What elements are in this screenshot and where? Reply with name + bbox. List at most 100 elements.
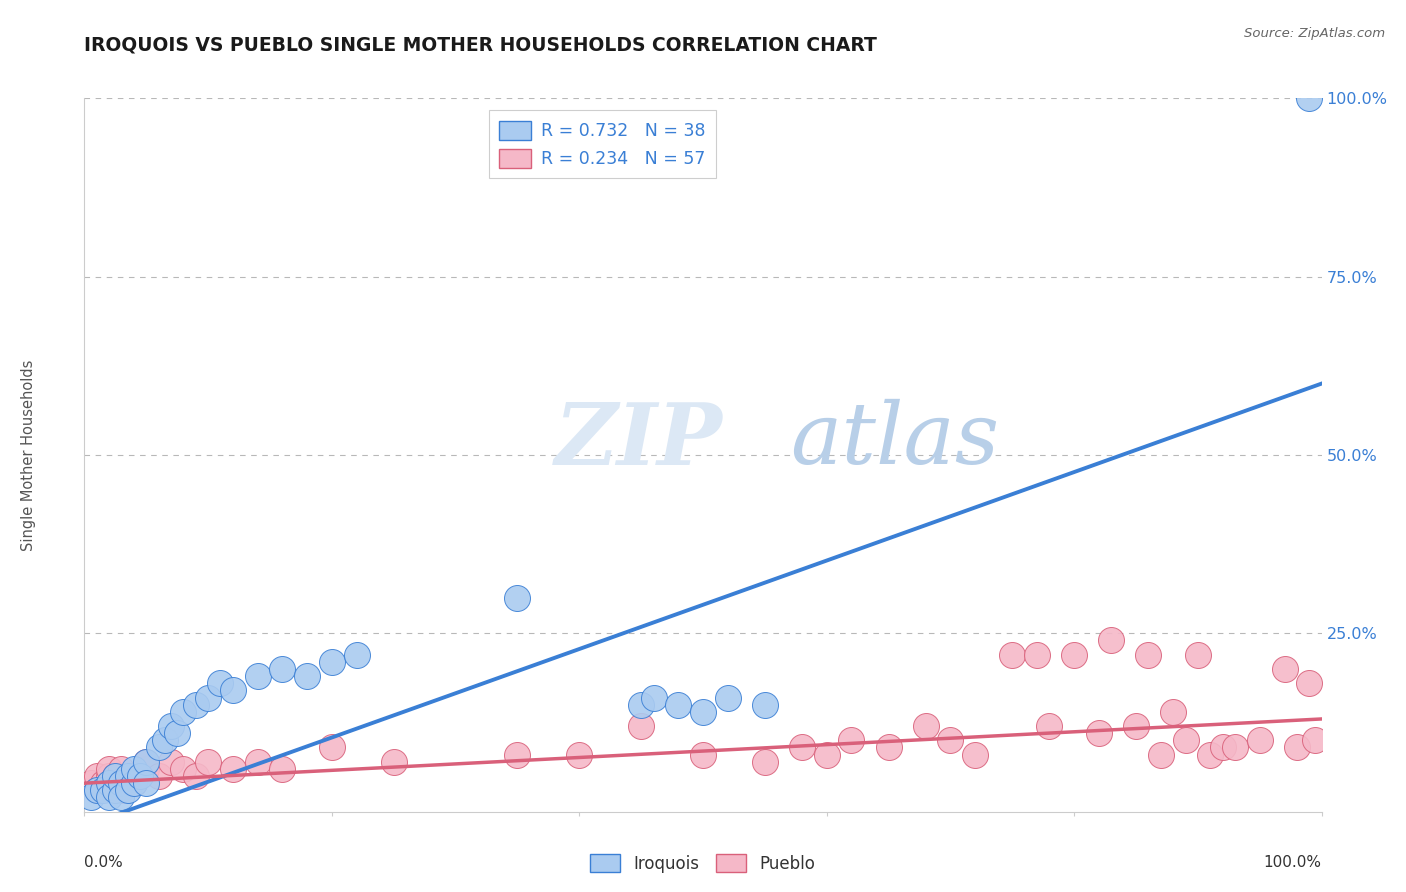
Point	[246, 755, 269, 769]
Point	[321, 655, 343, 669]
Point	[1199, 747, 1222, 762]
Point	[117, 783, 139, 797]
Point	[104, 769, 127, 783]
Point	[160, 755, 183, 769]
Point	[1274, 662, 1296, 676]
Point	[965, 747, 987, 762]
Point	[104, 776, 127, 790]
Point	[568, 747, 591, 762]
Point	[122, 769, 145, 783]
Point	[1150, 747, 1173, 762]
Text: Source: ZipAtlas.com: Source: ZipAtlas.com	[1244, 27, 1385, 40]
Point	[91, 783, 114, 797]
Point	[1125, 719, 1147, 733]
Point	[184, 769, 207, 783]
Point	[222, 762, 245, 776]
Point	[1026, 648, 1049, 662]
Point	[717, 690, 740, 705]
Point	[692, 705, 714, 719]
Point	[1249, 733, 1271, 747]
Point	[86, 769, 108, 783]
Point	[1137, 648, 1160, 662]
Point	[197, 755, 219, 769]
Point	[1305, 733, 1327, 747]
Point	[1001, 648, 1024, 662]
Point	[104, 783, 127, 797]
Point	[209, 676, 232, 690]
Point	[129, 769, 152, 783]
Point	[321, 740, 343, 755]
Point	[1187, 648, 1209, 662]
Point	[166, 726, 188, 740]
Point	[271, 662, 294, 676]
Point	[692, 747, 714, 762]
Point	[1174, 733, 1197, 747]
Point	[110, 783, 132, 797]
Point	[98, 790, 121, 805]
Point	[104, 769, 127, 783]
Point	[877, 740, 900, 755]
Point	[246, 669, 269, 683]
Text: ZIP: ZIP	[554, 399, 723, 483]
Point	[630, 698, 652, 712]
Point	[91, 776, 114, 790]
Point	[841, 733, 863, 747]
Point	[630, 719, 652, 733]
Point	[79, 790, 101, 805]
Point	[79, 776, 101, 790]
Point	[222, 683, 245, 698]
Point	[382, 755, 405, 769]
Point	[754, 755, 776, 769]
Point	[160, 719, 183, 733]
Legend: Iroquois, Pueblo: Iroquois, Pueblo	[583, 847, 823, 880]
Point	[172, 762, 194, 776]
Point	[122, 762, 145, 776]
Point	[172, 705, 194, 719]
Point	[122, 776, 145, 790]
Point	[643, 690, 665, 705]
Point	[184, 698, 207, 712]
Point	[346, 648, 368, 662]
Point	[1063, 648, 1085, 662]
Point	[1285, 740, 1308, 755]
Point	[110, 776, 132, 790]
Point	[117, 776, 139, 790]
Point	[148, 769, 170, 783]
Point	[135, 755, 157, 769]
Text: 0.0%: 0.0%	[84, 855, 124, 870]
Point	[939, 733, 962, 747]
Point	[1298, 676, 1320, 690]
Point	[110, 762, 132, 776]
Point	[1038, 719, 1060, 733]
Point	[1088, 726, 1111, 740]
Point	[1298, 91, 1320, 105]
Point	[271, 762, 294, 776]
Point	[790, 740, 813, 755]
Point	[197, 690, 219, 705]
Point	[86, 783, 108, 797]
Point	[135, 755, 157, 769]
Point	[815, 747, 838, 762]
Text: 100.0%: 100.0%	[1264, 855, 1322, 870]
Legend: R = 0.732   N = 38, R = 0.234   N = 57: R = 0.732 N = 38, R = 0.234 N = 57	[489, 111, 716, 178]
Point	[98, 762, 121, 776]
Point	[135, 762, 157, 776]
Point	[506, 591, 529, 605]
Point	[1223, 740, 1246, 755]
Point	[98, 769, 121, 783]
Text: atlas: atlas	[790, 400, 998, 482]
Point	[153, 733, 176, 747]
Point	[148, 740, 170, 755]
Point	[122, 776, 145, 790]
Point	[754, 698, 776, 712]
Point	[1099, 633, 1122, 648]
Point	[666, 698, 689, 712]
Point	[98, 776, 121, 790]
Point	[1212, 740, 1234, 755]
Point	[135, 776, 157, 790]
Point	[1161, 705, 1184, 719]
Point	[506, 747, 529, 762]
Text: Single Mother Households: Single Mother Households	[21, 359, 37, 550]
Point	[86, 783, 108, 797]
Text: IROQUOIS VS PUEBLO SINGLE MOTHER HOUSEHOLDS CORRELATION CHART: IROQUOIS VS PUEBLO SINGLE MOTHER HOUSEHO…	[84, 36, 877, 54]
